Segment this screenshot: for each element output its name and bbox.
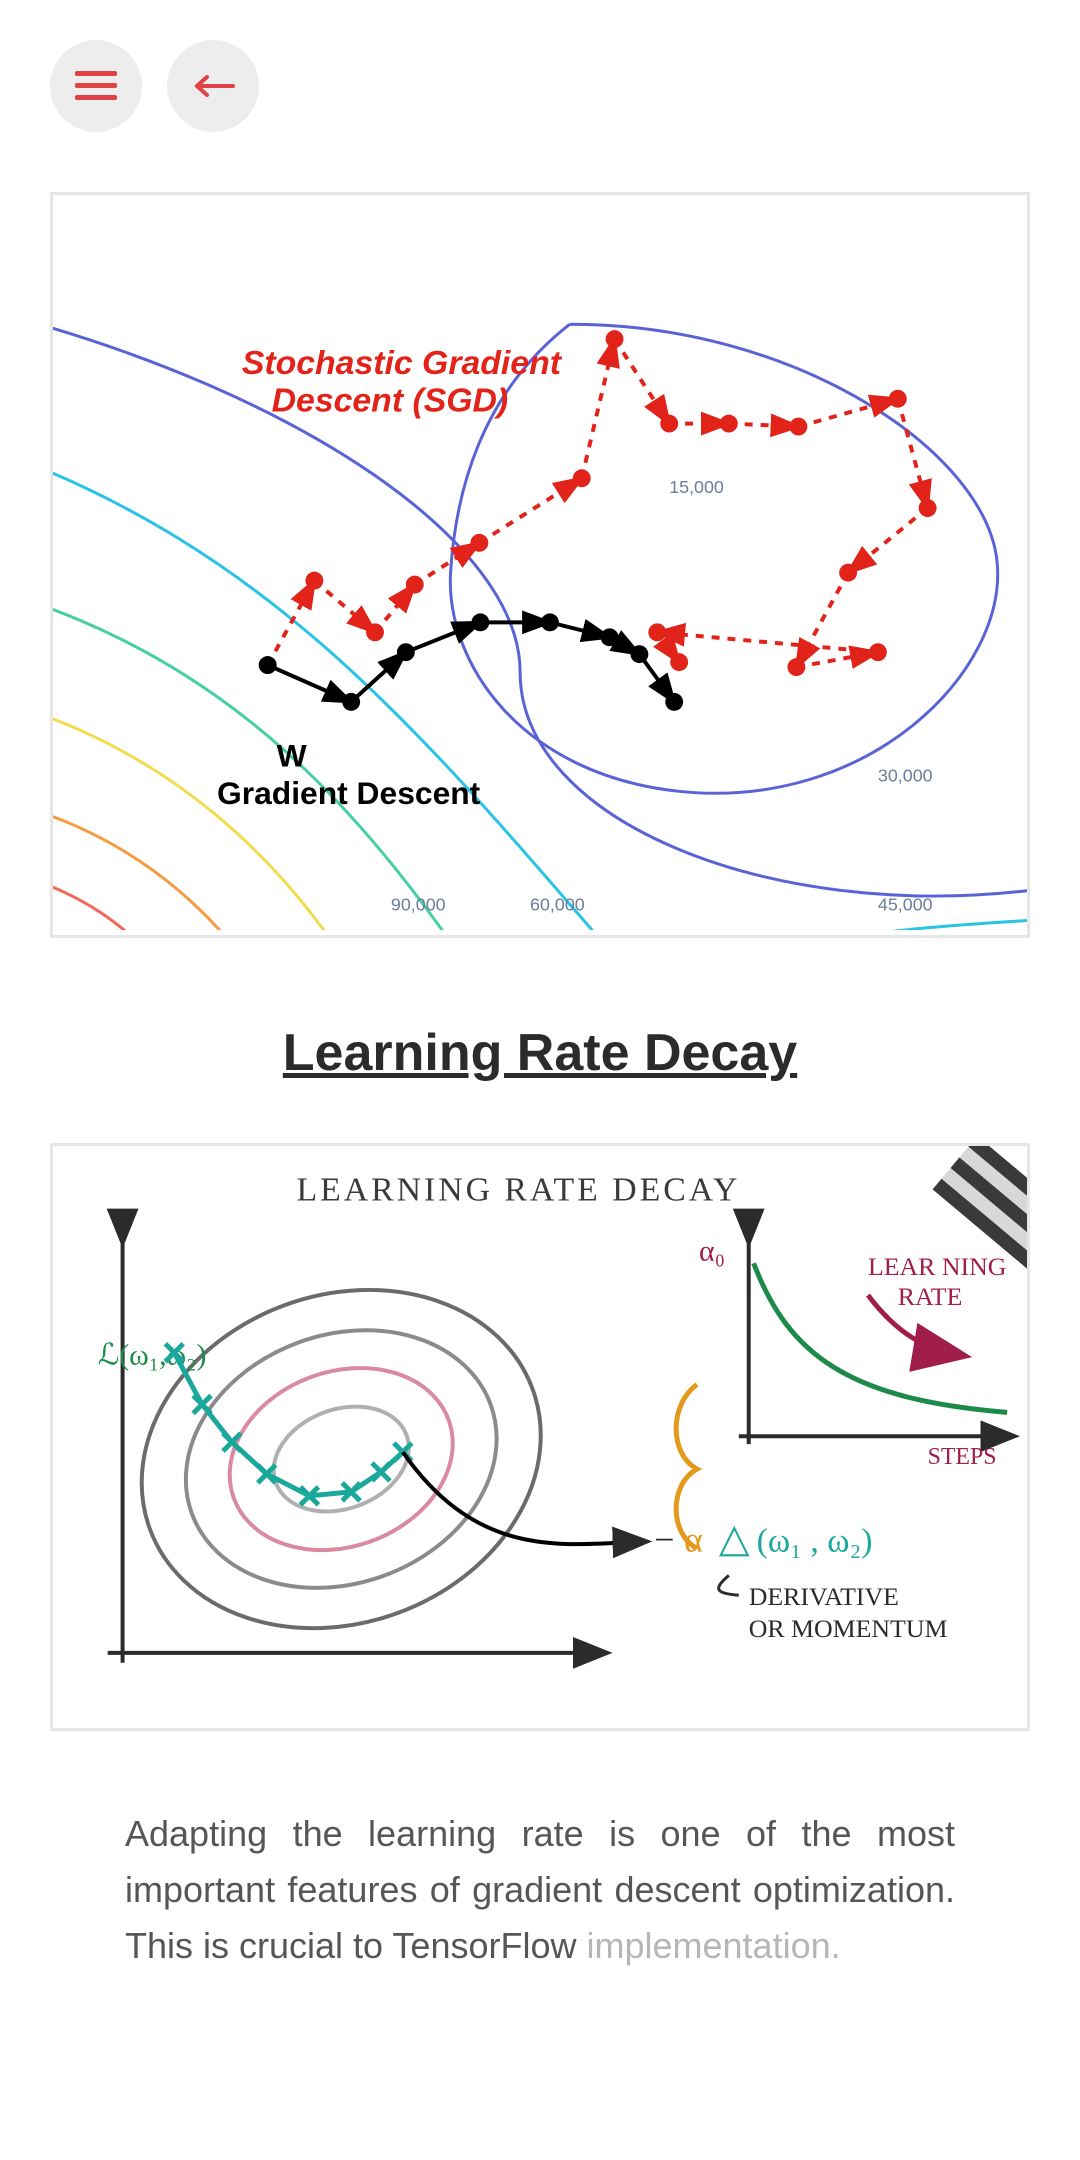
lr-decay-curve [754,1264,1007,1413]
deriv-text-2: OR MOMENTUM [749,1614,948,1643]
body-text-faded: implementation. [586,1925,840,1966]
topbar [0,0,1080,132]
menu-button[interactable] [50,40,142,132]
alpha0-label: α₀ [699,1235,725,1268]
svg-text:90,000: 90,000 [391,895,446,915]
svg-text:−: − [654,1520,674,1560]
fig2-left-axes [108,1241,605,1663]
back-arrow-icon [191,75,235,97]
svg-text:60,000: 60,000 [530,895,585,915]
fig2-ellipses [94,1236,589,1684]
fig2-grad-arrow [403,1453,645,1545]
lr-label-1: LEAR NING [868,1253,1006,1282]
l-label: ℒ(ω₁,ω₂) [98,1339,207,1372]
body-paragraph: Adapting the learning rate is one of the… [125,1806,955,1973]
svg-text:30,000: 30,000 [878,765,933,785]
article-page: 15,000 30,000 45,000 60,000 90,000 Stochasti… [0,0,1080,1973]
figure-lr-decay-svg: LEARNING RATE DECAY ℒ(ω₁,ω₂) − α △ (ω₁ ,… [53,1146,1027,1722]
back-button[interactable] [167,40,259,132]
deriv-arrow [719,1576,739,1596]
figure-sgd-vs-gd-svg: 15,000 30,000 45,000 60,000 90,000 Stochasti… [53,195,1027,930]
hamburger-icon [75,71,117,101]
svg-text:△: △ [719,1517,750,1561]
sgd-label-2: Descent (SGD) [272,382,509,420]
svg-text:45,000: 45,000 [878,895,933,915]
svg-text:15,000: 15,000 [669,477,724,497]
lr-label-2: RATE [898,1282,963,1311]
figure-sgd-vs-gd: 15,000 30,000 45,000 60,000 90,000 Stochasti… [50,192,1030,938]
w-label: W [277,737,307,773]
figure-lr-decay: LEARNING RATE DECAY ℒ(ω₁,ω₂) − α △ (ω₁ ,… [50,1143,1030,1730]
fig2-title: LEARNING RATE DECAY [297,1172,741,1209]
sgd-label-1: Stochastic Gradient [242,344,563,382]
gd-label: Gradient Descent [217,775,481,811]
section-heading: Learning Rate Decay [50,1023,1030,1083]
deriv-text-1: DERIVATIVE [749,1583,899,1612]
steps-label: STEPS [928,1445,997,1471]
svg-text:(ω₁ , ω₂): (ω₁ , ω₂) [757,1523,873,1560]
